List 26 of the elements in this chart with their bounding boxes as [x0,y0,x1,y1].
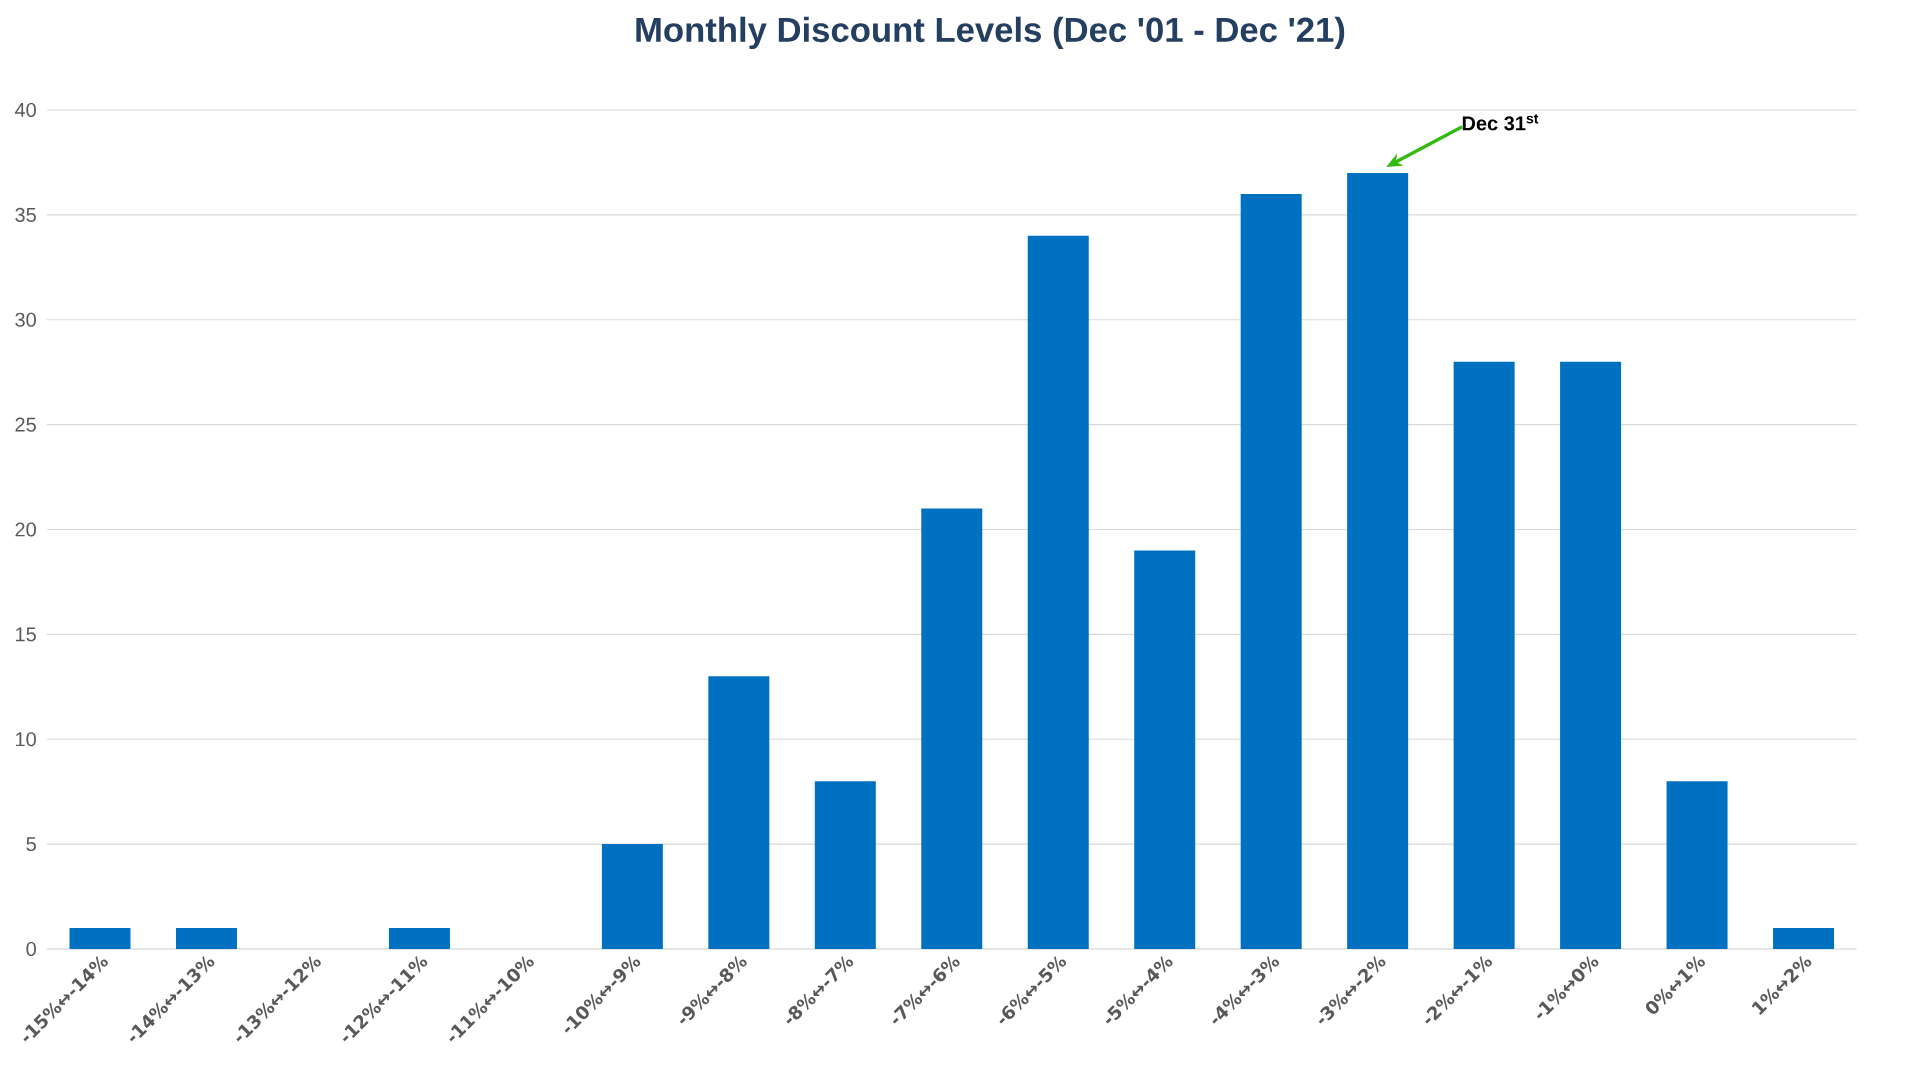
bar [1027,235,1089,949]
bar [1453,361,1515,949]
chart-title: Monthly Discount Levels (Dec '01 - Dec '21) [636,16,1345,50]
bar [601,844,663,949]
y-tick-label: 15 [16,627,36,642]
y-tick-label: 10 [16,732,36,747]
annotation: Dec 31$^{st}$ [1462,114,1539,131]
bar [708,676,770,949]
bar [1347,172,1409,949]
y-tick-label: 35 [15,207,36,222]
y-tick-label: 30 [15,312,36,327]
bar [921,508,983,949]
y-tick-label: 40 [14,102,36,118]
bar [1773,928,1835,949]
y-tick-label: 25 [15,417,36,432]
bar [69,928,131,949]
bar [388,928,450,949]
y-tick-label: 20 [15,522,36,537]
bar [1560,361,1622,949]
bar [1134,550,1196,949]
bar [814,781,876,949]
bar [175,928,237,949]
y-tick-label: 0 [26,941,36,957]
bar [1240,193,1302,949]
bar [1666,781,1728,949]
y-tick-label: 5 [26,837,36,852]
